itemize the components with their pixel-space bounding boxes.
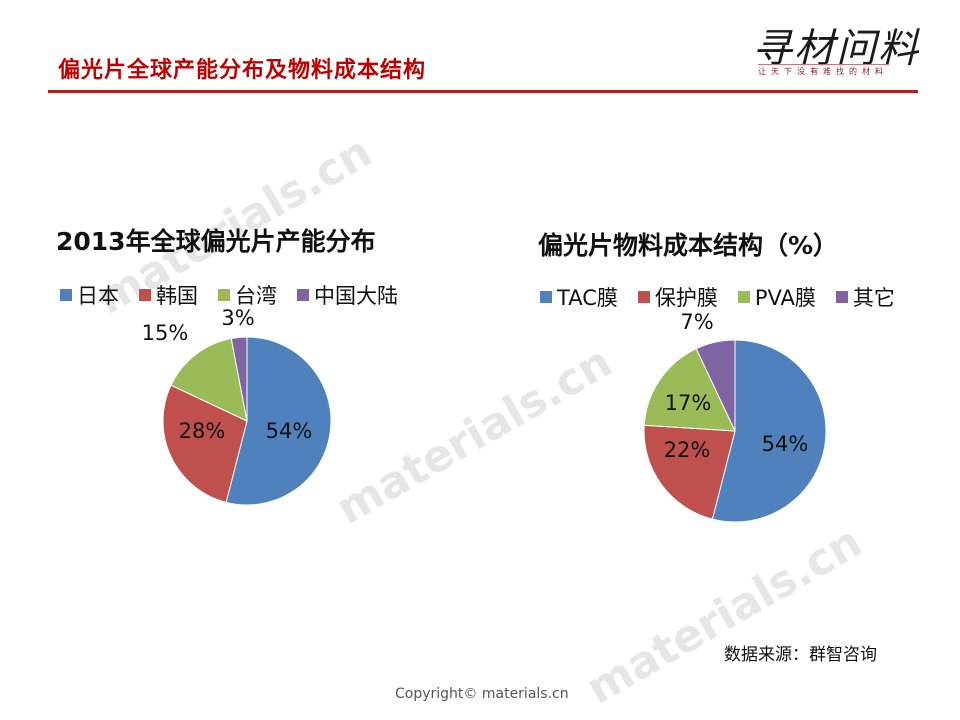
legend-item: 保护膜 [637, 282, 718, 312]
pie-slice-1-3 [695, 339, 736, 432]
legend-swatch [297, 289, 309, 301]
pie-slice-1-1 [643, 424, 736, 520]
legend-label: 日本 [77, 284, 119, 308]
legend-swatch [737, 291, 750, 303]
pie-data-label: 7% [680, 310, 713, 334]
chart-title-capacity: 2013年全球偏光片产能分布 [56, 227, 376, 256]
legend-label: 台湾 [235, 284, 277, 308]
legend-label: TAC膜 [557, 286, 618, 310]
legend-swatch [139, 289, 151, 301]
pie-slice-1-2 [643, 347, 736, 432]
legend-label: 其它 [852, 286, 895, 310]
chart-legend-cost: TAC膜 保护膜 PVA膜 其它 [540, 282, 915, 312]
pie-slice-0-0 [225, 336, 332, 506]
legend-item: 日本 [60, 280, 119, 310]
copyright-text: Copyright© materials.cn [395, 686, 569, 702]
legend-item: 韩国 [139, 280, 198, 310]
pie-data-label: 28% [179, 419, 226, 443]
legend-swatch [218, 289, 230, 301]
chart-title-cost: 偏光片物料成本结构（%） [538, 231, 839, 260]
pie-data-label: 15% [142, 321, 189, 345]
legend-swatch [835, 291, 848, 303]
pie-data-label: 22% [664, 438, 711, 462]
legend-item: 中国大陆 [297, 280, 398, 310]
title-divider [48, 90, 918, 93]
pie-slice-0-2 [170, 337, 248, 422]
pie-data-label: 17% [665, 391, 712, 415]
chart-legend-capacity: 日本 韩国 台湾 中国大陆 [60, 280, 418, 310]
legend-item: TAC膜 [540, 282, 618, 312]
brand-logo: 寻材问料 让天下没有难找的材料 [752, 16, 952, 78]
legend-label: PVA膜 [754, 286, 816, 310]
legend-label: 韩国 [156, 284, 198, 308]
pie-data-label: 54% [762, 432, 809, 456]
pie-slice-0-1 [162, 384, 248, 503]
data-source-note: 数据来源：群智咨询 [724, 645, 877, 665]
pie-data-label: 3% [221, 306, 254, 330]
legend-label: 中国大陆 [314, 284, 398, 308]
legend-item: 台湾 [218, 280, 277, 310]
legend-item: PVA膜 [737, 282, 816, 312]
pie-slice-1-0 [711, 339, 827, 523]
legend-label: 保护膜 [654, 286, 718, 310]
page-title: 偏光片全球产能分布及物料成本结构 [58, 58, 427, 83]
legend-item: 其它 [835, 282, 895, 312]
legend-swatch [540, 291, 552, 303]
legend-swatch [60, 289, 72, 301]
logo-subtitle: 让天下没有难找的材料 [758, 64, 888, 77]
pie-data-label: 54% [266, 419, 313, 443]
pie-slice-0-3 [230, 336, 248, 422]
legend-swatch [637, 291, 650, 303]
